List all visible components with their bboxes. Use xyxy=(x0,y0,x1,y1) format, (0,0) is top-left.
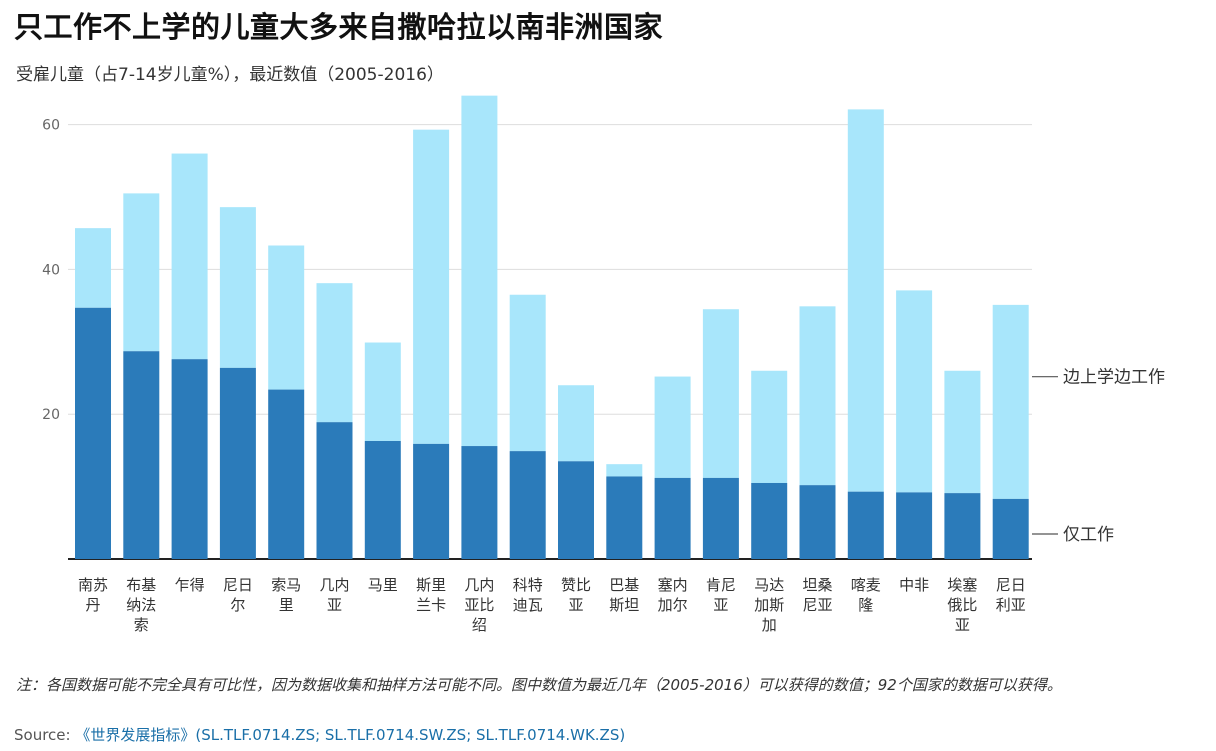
x-tick-label: 纳法 xyxy=(126,596,156,614)
bar-work-only xyxy=(171,359,208,559)
bar-work-study xyxy=(268,245,305,390)
x-tick-label: 俄比 xyxy=(947,596,977,614)
bar-work-only xyxy=(799,485,836,559)
x-tick-label: 亚比 xyxy=(464,596,494,614)
x-tick-label: 亚 xyxy=(713,596,728,614)
bar-work-study xyxy=(944,370,981,494)
bar-work-only xyxy=(364,440,401,559)
x-tick-label: 亚 xyxy=(568,596,583,614)
bar-work-study xyxy=(896,290,933,493)
bar-work-only xyxy=(75,307,111,559)
bar-work-only xyxy=(944,493,981,559)
x-tick-label: 巴基 xyxy=(609,576,639,594)
bar-work-only xyxy=(316,422,353,559)
bar-work-study xyxy=(654,376,691,478)
x-tick-label: 喀麦 xyxy=(851,576,881,594)
bar-work-only xyxy=(509,451,546,559)
legend-label: 边上学边工作 xyxy=(1063,368,1165,388)
x-tick-label: 尔 xyxy=(230,596,245,614)
footnote: 注：各国数据可能不完全具有可比性，因为数据收集和抽样方法可能不同。图中数值为最近… xyxy=(16,676,1062,694)
bar-work-only xyxy=(219,367,256,559)
x-tick-label: 亚 xyxy=(955,616,970,634)
bar-work-only xyxy=(606,476,643,559)
x-tick-label: 隆 xyxy=(858,596,873,614)
x-tick-label: 绍 xyxy=(472,616,487,634)
bar-work-study xyxy=(75,228,111,308)
x-tick-label: 埃塞 xyxy=(947,576,977,594)
bar-work-only xyxy=(413,443,450,559)
x-tick-label: 迪瓦 xyxy=(513,596,543,614)
chart-title: 只工作不上学的儿童大多来自撒哈拉以南非洲国家 xyxy=(14,10,664,44)
x-tick-label: 坦桑 xyxy=(802,576,832,594)
x-tick-label: 布基 xyxy=(126,576,156,594)
bar-work-study xyxy=(171,153,208,360)
x-tick-label: 肯尼 xyxy=(706,576,736,594)
bar-work-study xyxy=(992,304,1029,499)
x-tick-label: 赞比 xyxy=(561,576,591,594)
x-tick-label: 尼日 xyxy=(996,576,1026,594)
x-tick-label: 索 xyxy=(134,616,149,634)
bar-work-only xyxy=(751,482,788,559)
bar-work-only xyxy=(123,351,160,559)
bar-work-study xyxy=(123,193,160,352)
x-tick-label: 马达 xyxy=(754,576,784,594)
bars xyxy=(75,95,1029,559)
x-tick-label: 加斯 xyxy=(754,596,784,614)
bar-work-study xyxy=(847,109,884,492)
source-label: Source: xyxy=(14,726,76,744)
bar-work-study xyxy=(799,306,836,486)
chart-subtitle: 受雇儿童（占7-14岁儿童%），最近数值（2005-2016） xyxy=(16,65,444,85)
source-line: Source: 《世界发展指标》(SL.TLF.0714.ZS; SL.TLF.… xyxy=(14,724,625,745)
x-tick-label: 尼亚 xyxy=(802,596,832,614)
legend-label: 仅工作 xyxy=(1063,525,1114,545)
bar-work-study xyxy=(364,342,401,441)
bar-work-study xyxy=(509,294,546,452)
x-tick-label: 塞内 xyxy=(658,576,688,594)
x-tick-label: 索马 xyxy=(271,576,301,594)
bar-work-only xyxy=(558,461,594,559)
x-tick-label: 南苏 xyxy=(78,576,108,594)
x-tick-label: 斯里 xyxy=(416,576,446,594)
y-tick-label: 20 xyxy=(42,407,60,423)
x-tick-label: 乍得 xyxy=(175,576,205,594)
y-tick-label: 60 xyxy=(42,118,60,134)
bar-work-only xyxy=(847,491,884,559)
x-tick-label: 兰卡 xyxy=(416,596,446,614)
x-tick-label: 亚 xyxy=(327,596,342,614)
bar-work-study xyxy=(413,129,450,444)
x-tick-label: 利亚 xyxy=(996,596,1026,614)
bar-work-study xyxy=(219,207,256,368)
x-tick-label: 斯坦 xyxy=(609,596,639,614)
bar-work-only xyxy=(461,446,498,559)
source-link[interactable]: 《世界发展指标》(SL.TLF.0714.ZS; SL.TLF.0714.SW.… xyxy=(75,726,626,744)
x-tick-label: 科特 xyxy=(513,576,543,594)
bar-work-study xyxy=(558,385,594,462)
bar-work-study xyxy=(316,283,353,423)
bar-work-study xyxy=(702,309,739,478)
bar-work-study xyxy=(751,370,788,483)
x-tick-label: 几内 xyxy=(319,576,349,594)
x-tick-label: 丹 xyxy=(85,596,100,614)
x-tick-label: 尼日 xyxy=(223,576,253,594)
x-tick-label: 里 xyxy=(279,596,294,614)
bar-work-only xyxy=(268,389,305,559)
x-tick-label: 马里 xyxy=(368,576,398,594)
bar-work-only xyxy=(992,498,1029,559)
bar-work-only xyxy=(896,492,933,559)
bar-work-only xyxy=(702,477,739,559)
bar-work-study xyxy=(606,464,643,477)
x-tick-label: 加 xyxy=(762,616,777,634)
x-tick-label: 中非 xyxy=(899,576,929,594)
bar-work-only xyxy=(654,477,691,559)
y-tick-label: 40 xyxy=(42,262,60,278)
x-tick-label: 几内 xyxy=(464,576,494,594)
x-tick-label: 加尔 xyxy=(658,596,688,614)
bar-work-study xyxy=(461,95,498,447)
